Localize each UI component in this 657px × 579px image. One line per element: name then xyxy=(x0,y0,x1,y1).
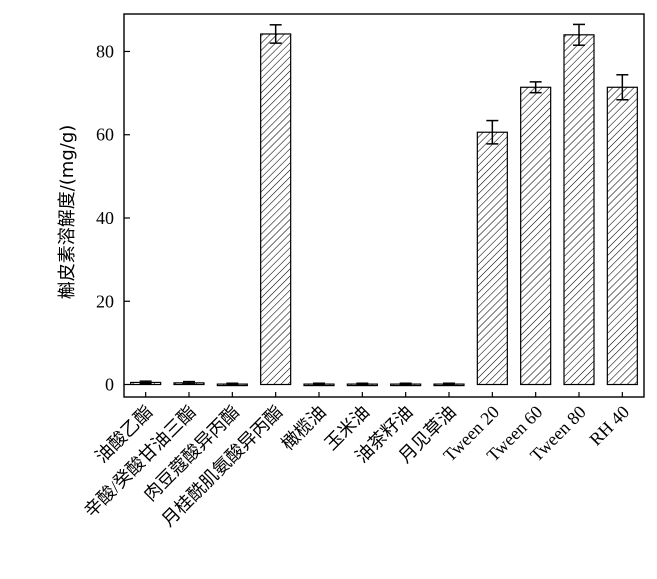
y-tick-label: 20 xyxy=(96,291,114,311)
bars-group xyxy=(130,33,638,387)
x-tick-label: RH 40 xyxy=(585,402,633,450)
x-tick-label: 橄榄油 xyxy=(278,402,330,454)
y-axis-label: 槲皮素溶解度/(mg/g) xyxy=(57,125,78,300)
bar xyxy=(476,131,508,386)
y-tick-label: 80 xyxy=(96,41,114,61)
axes-group xyxy=(123,13,645,398)
y-tick-label: 0 xyxy=(105,375,114,395)
bar xyxy=(520,86,552,386)
bar xyxy=(563,34,595,386)
plot-frame xyxy=(123,13,645,398)
y-tick-label: 60 xyxy=(96,125,114,145)
bar xyxy=(606,86,638,386)
y-ticks-group: 0 20 40 60 80 xyxy=(96,41,130,395)
bar xyxy=(260,33,292,386)
y-tick-label: 40 xyxy=(96,208,114,228)
error-bars-group xyxy=(139,23,629,386)
x-ticks-group: 油酸乙酯辛酸/癸酸甘油三酯肉豆蔻酸异丙酯月桂酰肌氨酸异丙酯橄榄油玉米油油茶籽油月… xyxy=(80,392,633,530)
